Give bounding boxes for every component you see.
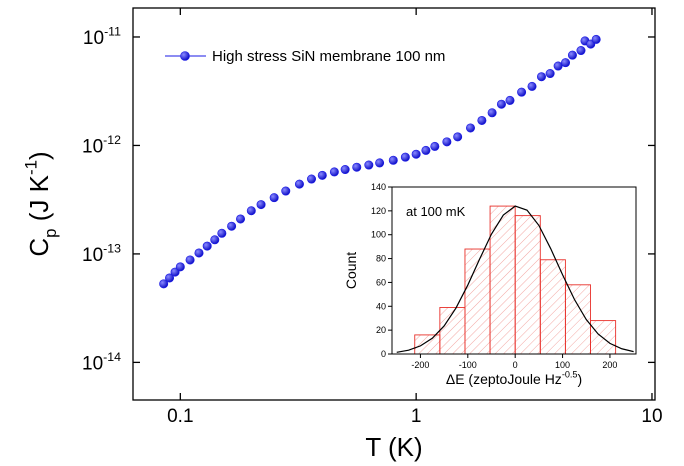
data-point — [294, 179, 304, 189]
data-point — [340, 165, 350, 175]
y-tick-label: 80 — [376, 254, 386, 264]
data-point — [256, 200, 266, 210]
data-point — [496, 99, 506, 109]
data-point — [400, 152, 410, 162]
y-axis-label: Count — [343, 252, 359, 289]
data-point — [175, 262, 185, 272]
y-axis-label-part: (J K — [24, 174, 54, 228]
y-tick-label: 10-11 — [83, 24, 121, 49]
data-point — [442, 137, 452, 147]
y-tick-label-part: 10 — [82, 136, 103, 157]
histogram-bar — [489, 205, 516, 355]
data-point — [411, 149, 421, 159]
x-tick-label: 10 — [641, 406, 662, 427]
data-point — [388, 155, 398, 165]
data-point — [364, 160, 374, 170]
x-tick-label: 200 — [602, 360, 617, 370]
y-tick-label-part: -13 — [103, 241, 121, 255]
data-point — [465, 123, 475, 133]
data-point — [536, 72, 546, 82]
y-tick-label: 40 — [376, 301, 386, 311]
data-point — [375, 158, 385, 168]
plot-frame — [132, 7, 656, 401]
y-tick-label-part: 10 — [82, 245, 103, 266]
data-point — [185, 255, 195, 265]
data-point — [591, 34, 601, 44]
data-point — [545, 69, 555, 79]
data-point — [561, 58, 571, 68]
y-tick-label: 20 — [376, 325, 386, 335]
data-point — [576, 46, 586, 56]
data-point — [202, 241, 212, 251]
y-tick-label: 10-13 — [82, 241, 121, 266]
y-tick-label-part: -11 — [104, 24, 121, 38]
data-point — [421, 145, 431, 155]
y-tick-label: 140 — [371, 182, 386, 192]
x-tick-label: -100 — [459, 360, 477, 370]
inset-frame — [391, 186, 637, 355]
annotation: at 100 mK — [406, 204, 466, 219]
x-tick-label: 0.1 — [167, 406, 193, 427]
data-point — [227, 221, 237, 231]
x-tick-label: 100 — [555, 360, 570, 370]
histogram-bar — [514, 215, 541, 355]
data-point — [159, 279, 169, 289]
x-axis-label: T (K) — [365, 432, 422, 462]
data-point — [269, 193, 279, 203]
data-point — [567, 50, 577, 60]
data-point — [281, 186, 291, 196]
x-tick-label: 1 — [411, 406, 422, 427]
data-point — [352, 162, 362, 172]
y-axis-label: Cp (J K-1) — [21, 151, 60, 256]
y-axis-label-part: -1 — [21, 160, 40, 175]
data-point — [194, 248, 204, 258]
y-axis-label-part: C — [24, 238, 54, 257]
fit-curve — [396, 205, 634, 353]
x-tick-label: -200 — [411, 360, 429, 370]
data-point — [246, 206, 256, 216]
data-point — [307, 174, 317, 184]
y-tick-label: 100 — [371, 230, 386, 240]
data-point — [453, 132, 463, 142]
y-tick-label-part: -12 — [103, 133, 121, 147]
y-tick-label: 0 — [381, 349, 386, 359]
data-point — [210, 235, 220, 245]
y-tick-label-part: 10 — [83, 28, 104, 49]
x-axis-label: ΔE (zeptoJoule Hz-0.5) — [446, 370, 582, 387]
y-axis-label-part: ) — [24, 151, 54, 160]
y-tick-label: 10-14 — [82, 350, 121, 375]
data-point — [477, 115, 487, 125]
data-point — [527, 81, 537, 91]
data-point — [553, 61, 563, 71]
data-point — [329, 167, 339, 177]
data-point — [430, 141, 440, 151]
y-tick-label: 60 — [376, 277, 386, 287]
y-tick-label-part: 10 — [82, 353, 103, 374]
y-tick-label-part: -14 — [103, 350, 121, 364]
data-point — [317, 170, 327, 180]
x-tick-label: 0 — [513, 360, 518, 370]
histogram-bar — [414, 334, 441, 355]
data-point — [165, 273, 175, 283]
legend-label: High stress SiN membrane 100 nm — [212, 48, 445, 65]
x-axis-label-part: ΔE (zeptoJoule Hz — [446, 371, 562, 387]
x-axis-label-part: -0.5 — [562, 370, 578, 380]
y-tick-label: 120 — [371, 206, 386, 216]
data-point — [505, 95, 515, 105]
x-axis-label-part: ) — [577, 371, 582, 387]
data-point — [487, 108, 497, 118]
data-point — [517, 87, 527, 97]
y-axis-label-part: p — [41, 228, 60, 237]
legend-marker — [180, 51, 190, 61]
y-tick-label: 10-12 — [82, 133, 121, 158]
data-point — [217, 228, 227, 238]
data-point — [236, 214, 246, 224]
